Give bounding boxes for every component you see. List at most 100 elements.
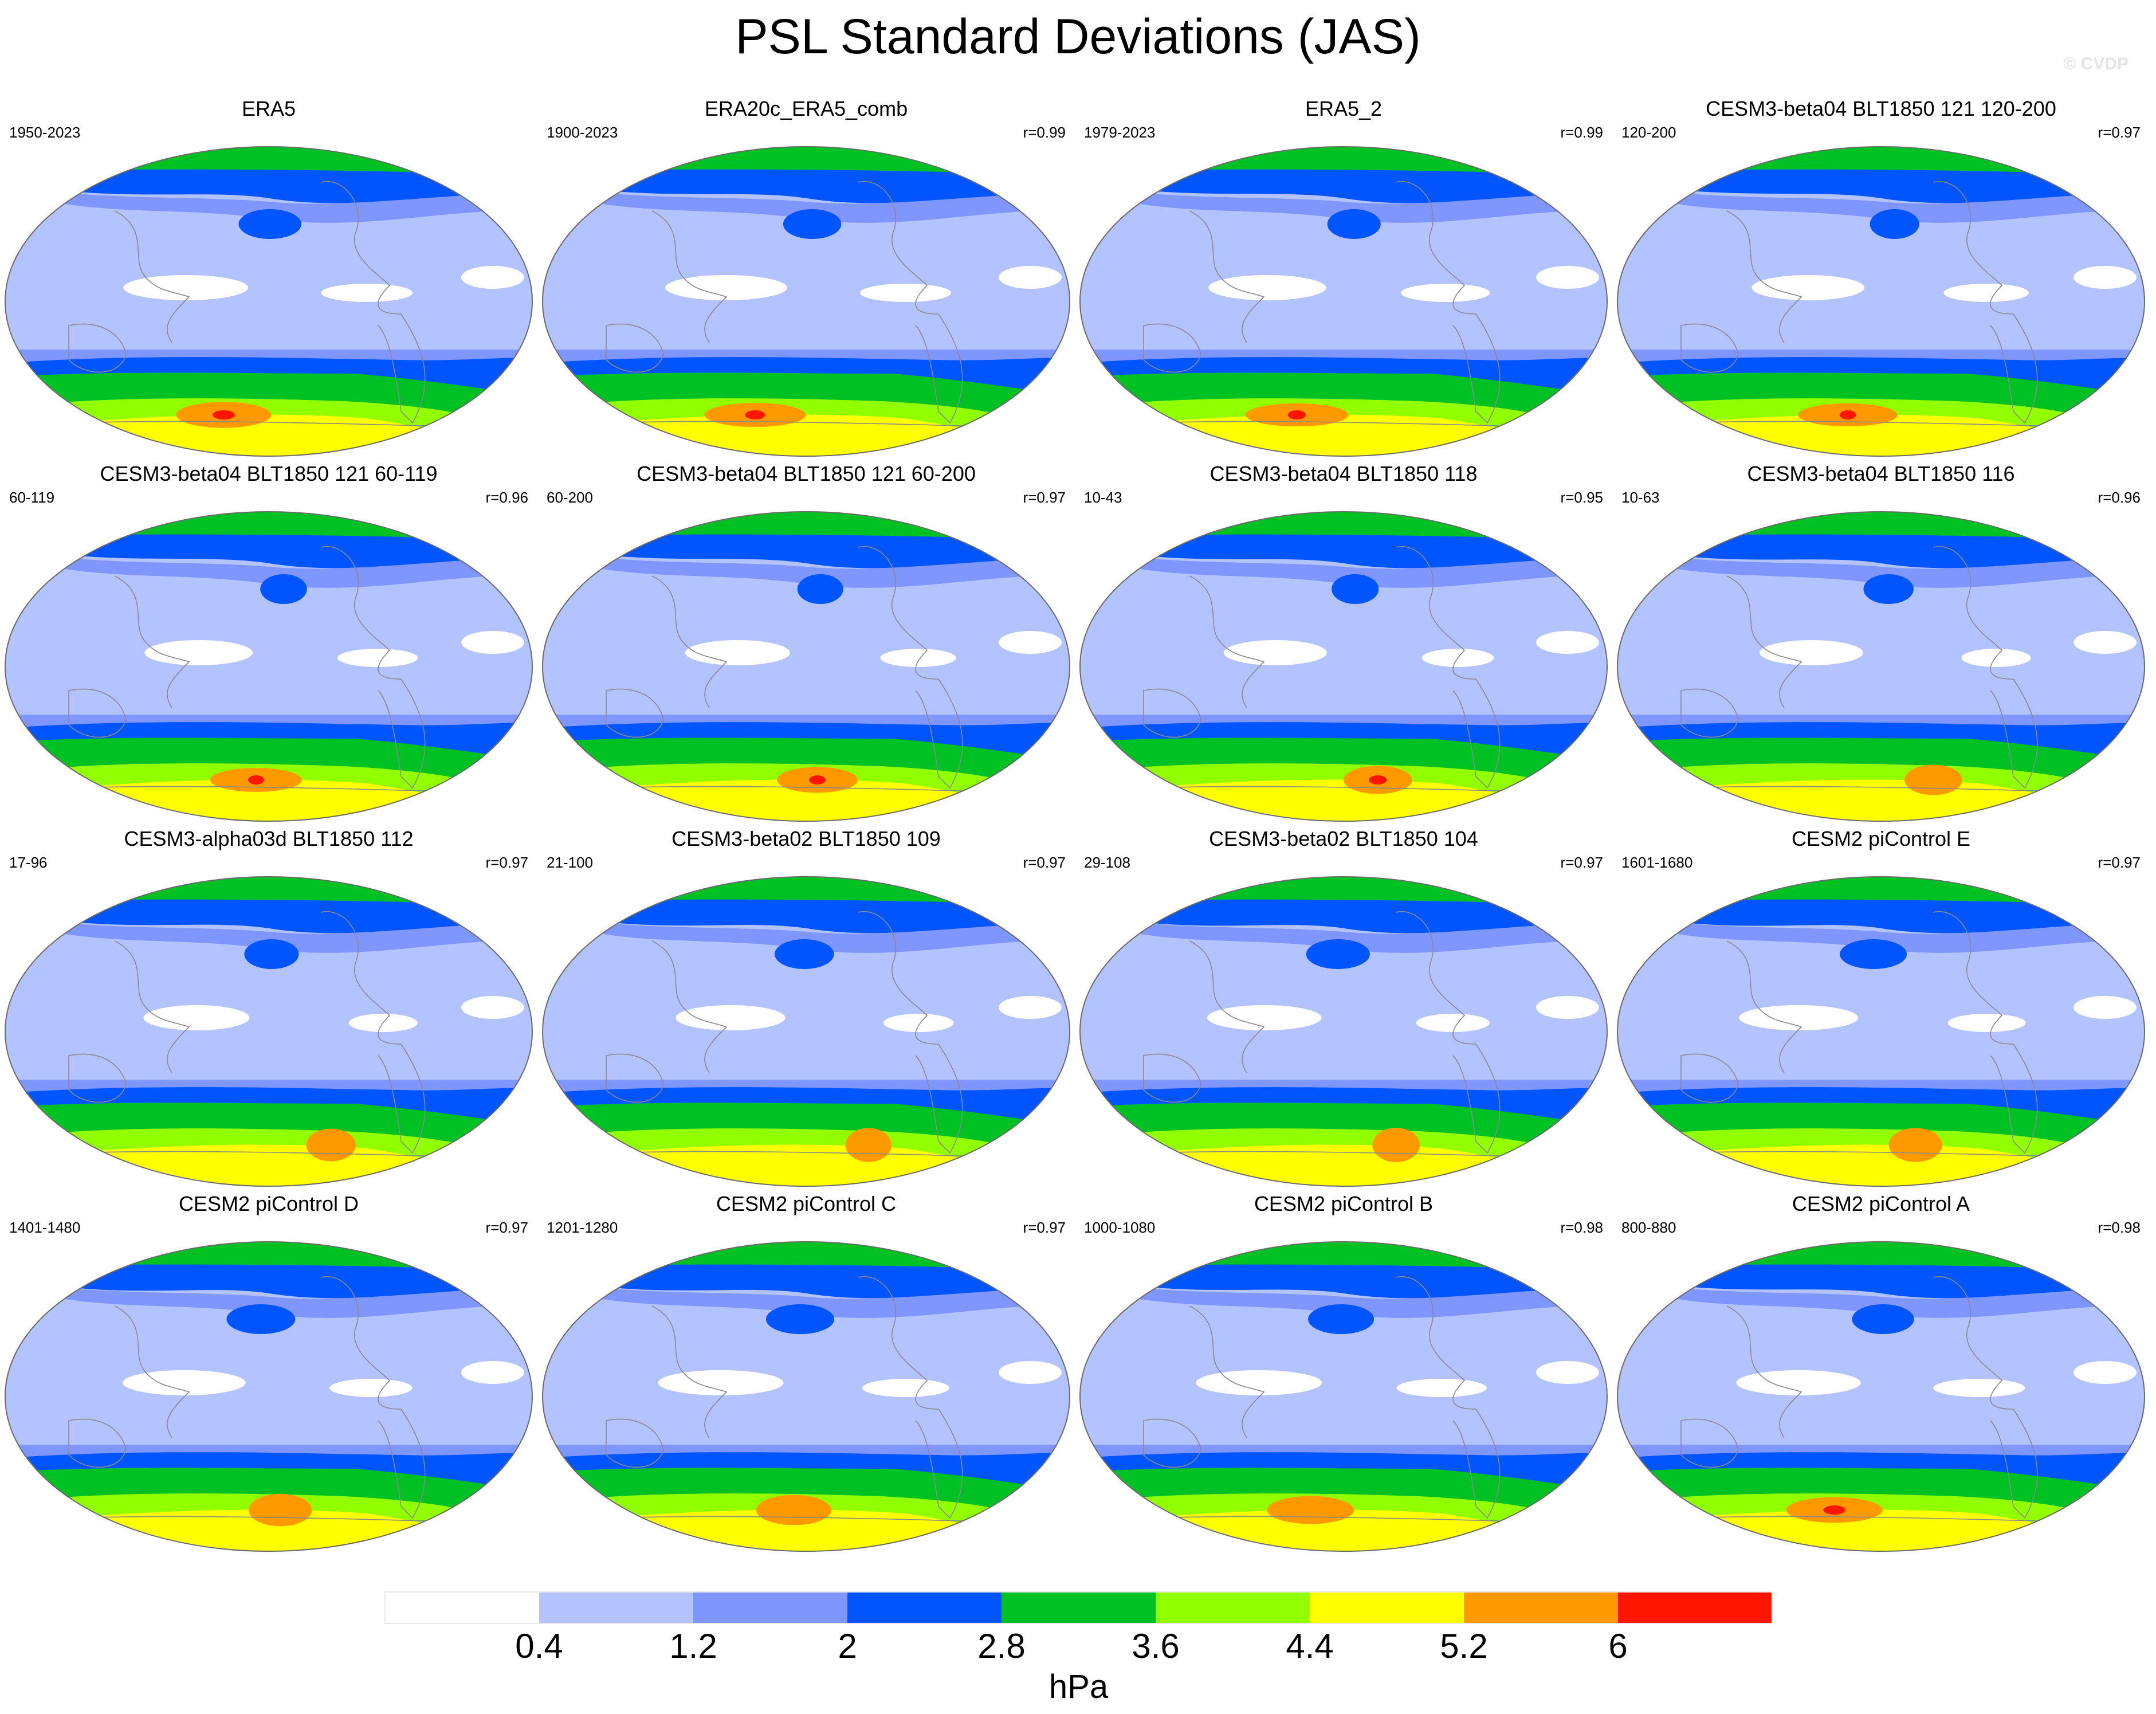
map-outline bbox=[5, 1241, 533, 1552]
psl-max-south bbox=[248, 1493, 312, 1527]
colorbar-swatch bbox=[1464, 1592, 1618, 1623]
continent-outline-americas bbox=[320, 181, 426, 424]
psl-peak-south bbox=[1823, 1505, 1845, 1515]
colorbar-tick-label: 5.2 bbox=[1440, 1627, 1487, 1665]
psl-tropics-low bbox=[1207, 1005, 1322, 1030]
psl-band-north-mid bbox=[543, 915, 1070, 953]
psl-band-north-mid bbox=[1617, 185, 2145, 223]
continent-outline-australia bbox=[1143, 1053, 1201, 1103]
map-outline bbox=[542, 1241, 1070, 1552]
map-outline bbox=[1079, 146, 1608, 457]
panel-title: CESM2 piControl E bbox=[1791, 827, 1971, 850]
colorbar-swatch bbox=[1002, 1592, 1156, 1623]
global-map bbox=[1079, 146, 1608, 457]
psl-tropics-low bbox=[1943, 284, 2029, 302]
psl-center-north-pacific bbox=[775, 939, 834, 969]
map-outline bbox=[5, 876, 533, 1187]
continent-outline-americas bbox=[1395, 1276, 1501, 1519]
psl-band-north-mid bbox=[1617, 915, 2145, 953]
continent-outline-americas bbox=[1933, 1276, 2038, 1519]
continent-outline-americas bbox=[1395, 911, 1501, 1154]
continent-outline-australia bbox=[68, 323, 127, 373]
psl-band-north bbox=[5, 534, 532, 568]
continent-outline-australia bbox=[1143, 1418, 1201, 1468]
continent-outline-americas bbox=[1395, 181, 1501, 424]
panel-period-label: 21-100 bbox=[547, 854, 593, 871]
global-map bbox=[542, 511, 1070, 822]
map-panel: CESM3-beta02 BLT1850 104 29-108 r=0.97 bbox=[1075, 826, 1612, 1191]
continent-outline-asia bbox=[651, 1305, 728, 1438]
psl-band-north-mid bbox=[1080, 1280, 1607, 1318]
panel-period-label: 60-119 bbox=[9, 489, 55, 506]
psl-peak-south bbox=[1839, 410, 1856, 419]
panel-title: CESM3-beta04 BLT1850 118 bbox=[1209, 462, 1478, 485]
psl-tropics-low bbox=[321, 284, 413, 302]
global-map bbox=[1617, 1241, 2145, 1552]
psl-max-south bbox=[1904, 764, 1962, 795]
global-map bbox=[1079, 1241, 1608, 1552]
global-map bbox=[5, 1241, 533, 1552]
psl-peak-south bbox=[1287, 410, 1306, 419]
psl-band-north bbox=[543, 169, 1070, 203]
continent-outline-americas bbox=[1395, 546, 1501, 789]
psl-band-north bbox=[5, 169, 532, 203]
continent-outline-asia bbox=[114, 210, 190, 343]
continent-outline-australia bbox=[1680, 1053, 1739, 1103]
continent-outline-asia bbox=[651, 210, 728, 343]
colorbar-swatch bbox=[385, 1592, 539, 1623]
continent-outline-americas bbox=[1933, 546, 2038, 789]
psl-band-north bbox=[1080, 169, 1607, 203]
psl-band-north-mid bbox=[543, 550, 1070, 588]
psl-band-north bbox=[1080, 1264, 1607, 1299]
panel-period-label: 1401-1480 bbox=[9, 1219, 81, 1236]
continent-outline-americas bbox=[1933, 181, 2038, 424]
psl-tropics-low bbox=[1933, 1379, 2025, 1397]
psl-tropics-low bbox=[329, 1379, 413, 1397]
psl-center-north-pacific bbox=[1840, 939, 1907, 969]
colorbar-tick-label: 4.4 bbox=[1286, 1627, 1333, 1665]
psl-tropics-low bbox=[1760, 640, 1863, 665]
continent-outline-asia bbox=[1726, 575, 1802, 708]
psl-band-north bbox=[1617, 169, 2145, 203]
global-map bbox=[1617, 511, 2145, 822]
panel-title: CESM3-beta04 BLT1850 121 120-200 bbox=[1706, 97, 2056, 120]
psl-tropics-low bbox=[1536, 1361, 1599, 1384]
psl-center-north-pacific bbox=[226, 1304, 296, 1334]
psl-center-north-pacific bbox=[1870, 209, 1919, 239]
panel-period-label: 800-880 bbox=[1621, 1219, 1676, 1236]
continent-outline-asia bbox=[1726, 210, 1802, 343]
psl-band-north-mid bbox=[5, 185, 532, 223]
panel-correlation-label: r=0.96 bbox=[485, 489, 528, 506]
psl-tropics-low bbox=[123, 1370, 246, 1395]
psl-band-north bbox=[543, 899, 1070, 934]
continent-outline-australia bbox=[68, 1053, 127, 1103]
colorbar-tick-label: 3.6 bbox=[1132, 1627, 1179, 1665]
continent-outline-americas bbox=[320, 911, 426, 1154]
map-panel: CESM2 piControl D 1401-1480 r=0.97 bbox=[0, 1191, 537, 1556]
map-panel: CESM3-beta04 BLT1850 121 60-119 60-119 r=0… bbox=[0, 461, 537, 826]
colorbar-tick-label: 1.2 bbox=[669, 1627, 717, 1665]
psl-band-north bbox=[5, 899, 532, 934]
continent-outline-asia bbox=[1726, 1305, 1802, 1438]
psl-peak-south bbox=[1369, 775, 1387, 785]
map-panel: ERA20c_ERA5_comb 1900-2023 r=0.99 bbox=[537, 96, 1075, 461]
psl-band-north bbox=[1617, 534, 2145, 568]
map-outline bbox=[542, 511, 1070, 822]
continent-outline-americas bbox=[858, 911, 963, 1154]
psl-band-north-mid bbox=[543, 1280, 1070, 1318]
colorbar-swatch bbox=[539, 1592, 693, 1623]
map-panel: CESM3-beta02 BLT1850 109 21-100 r=0.97 bbox=[537, 826, 1075, 1191]
panel-correlation-label: r=0.97 bbox=[485, 854, 528, 871]
psl-band-north bbox=[1080, 899, 1607, 934]
continent-outline-americas bbox=[320, 546, 426, 789]
continent-outline-asia bbox=[1189, 940, 1265, 1073]
psl-band-north bbox=[1617, 1264, 2145, 1299]
panel-title: CESM2 piControl B bbox=[1254, 1192, 1434, 1215]
panel-title: CESM3-beta02 BLT1850 109 bbox=[671, 827, 941, 850]
map-outline bbox=[1079, 1241, 1608, 1552]
map-outline bbox=[1617, 1241, 2145, 1552]
map-outline bbox=[5, 511, 533, 822]
panel-correlation-label: r=0.97 bbox=[2098, 854, 2141, 871]
psl-tropics-low bbox=[1736, 1370, 1861, 1395]
panel-period-label: 1601-1680 bbox=[1621, 854, 1693, 871]
